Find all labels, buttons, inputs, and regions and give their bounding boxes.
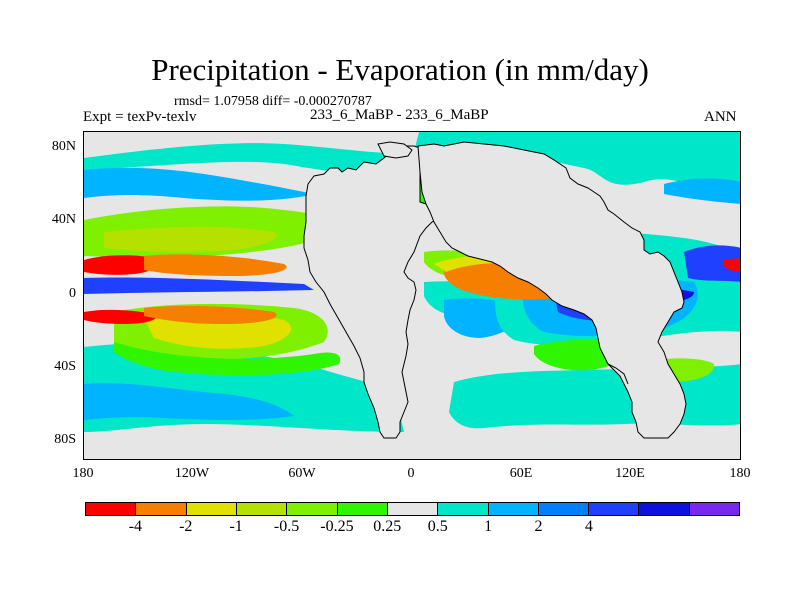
colorbar [85, 502, 740, 516]
coastline-south-island [607, 363, 629, 385]
colorbar-box-11 [639, 503, 690, 515]
colorbar-label: -4 [128, 518, 143, 535]
colorbar-box-6 [387, 503, 439, 515]
colorbar-box-2 [186, 503, 237, 515]
field-blue-equator-pacific [84, 277, 314, 294]
field-lightgreen-south-pacific-edge [114, 342, 341, 376]
colorbar-label: -1 [229, 518, 243, 535]
field-blue-west-pacific [684, 245, 740, 282]
field-orange-south-itcz [144, 305, 277, 324]
stats-line: rmsd= 1.07958 diff= -0.000270787 [174, 94, 372, 109]
lon-tick-0: 0 [407, 466, 415, 481]
field-blue-ne-pacific [664, 178, 740, 204]
lat-tick-40n: 40N [51, 212, 76, 227]
colorbar-box-3 [236, 503, 288, 515]
lat-tick-0: 0 [69, 286, 76, 301]
colorbar-box-8 [488, 503, 539, 515]
colorbar-label: -0.5 [273, 518, 300, 535]
colorbar-label: 0.5 [427, 518, 448, 535]
colorbar-label: -0.25 [320, 518, 354, 535]
coastline-afroeurasia [417, 141, 687, 439]
colorbar-label: 0.25 [373, 518, 402, 535]
colorbar-box-5 [337, 503, 388, 515]
lon-tick-60e: 60E [509, 466, 533, 481]
lon-tick-60w: 60W [288, 466, 316, 481]
field-red-north-itcz [84, 255, 158, 275]
coastline-greenland [377, 141, 413, 159]
field-yellow-north-pacific [104, 226, 277, 253]
colorbar-box-10 [589, 503, 640, 515]
lon-tick-120w: 120W [174, 466, 210, 481]
lat-tick-40s: 40S [54, 359, 76, 374]
colorbar-box-1 [136, 503, 187, 515]
experiment-names: 233_6_MaBP - 233_6_MaBP [310, 107, 489, 123]
colorbar-box-7 [438, 503, 489, 515]
lon-tick-180w: 180 [72, 466, 94, 481]
plot-title: Precipitation - Evaporation (in mm/day) [151, 52, 649, 87]
colorbar-label: 4 [584, 518, 593, 535]
lon-tick-180e: 180 [729, 466, 751, 481]
field-orange-north-itcz [144, 254, 287, 276]
lat-tick-80s: 80S [54, 432, 76, 447]
precip-evap-map [84, 132, 740, 459]
colorbar-box-9 [538, 503, 590, 515]
field-red-south-itcz [84, 309, 156, 324]
colorbar-label: -2 [179, 518, 193, 535]
map-panel [83, 131, 741, 460]
colorbar-label: 1 [484, 518, 493, 535]
lat-tick-80n: 80N [51, 139, 76, 154]
colorbar-box-12 [689, 503, 740, 515]
lon-tick-120e: 120E [615, 466, 645, 481]
colorbar-label: 2 [534, 518, 543, 535]
field-blue-south-pacific [84, 383, 294, 420]
field-blue-north-pacific [84, 167, 314, 201]
experiment-label: Expt = texPv-texlv [83, 109, 197, 125]
colorbar-box-4 [287, 503, 338, 515]
field-red-east-edge [724, 258, 740, 272]
season-label: ANN [704, 109, 737, 125]
colorbar-box-0 [86, 503, 137, 515]
